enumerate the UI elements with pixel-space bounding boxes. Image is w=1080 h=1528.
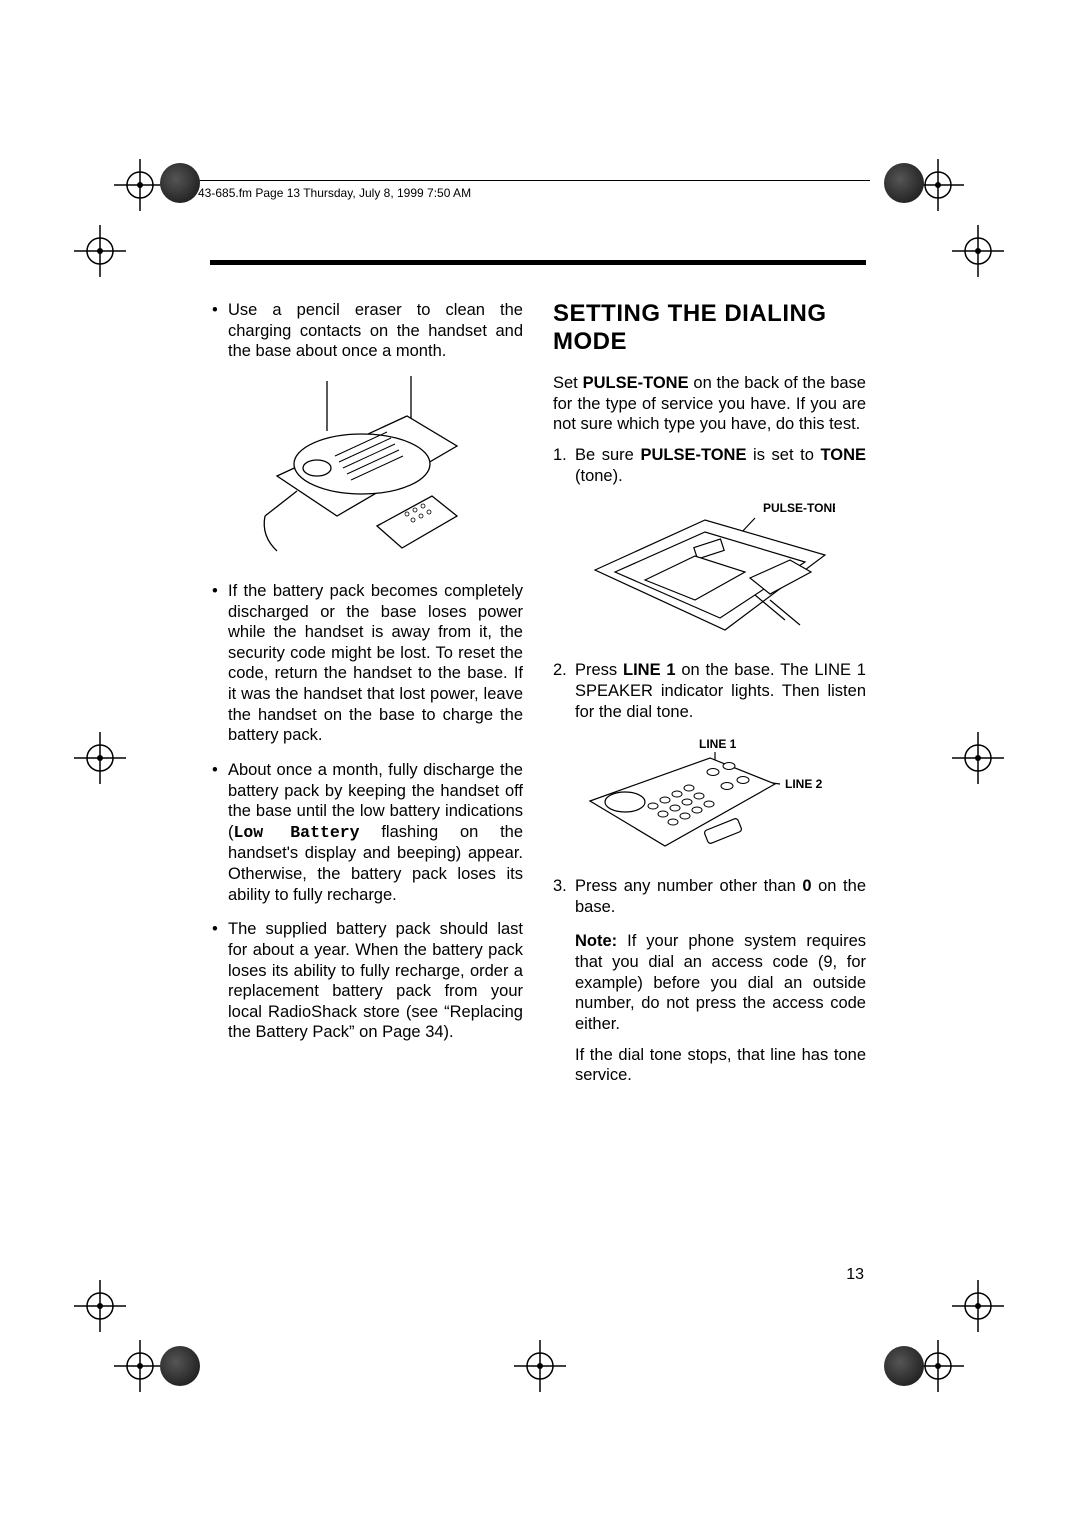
- crop-dot-icon: [160, 163, 200, 203]
- note-label: Note:: [575, 932, 617, 950]
- illustration-base-handset: [210, 376, 523, 561]
- text-run: Be sure: [575, 446, 640, 464]
- list-number: 1.: [553, 445, 567, 466]
- text-run: is set to: [746, 446, 820, 464]
- list-item: 2. Press LINE 1 on the base. The LINE 1 …: [575, 660, 866, 722]
- crop-dot-icon: [884, 1346, 924, 1386]
- body-columns: Use a pencil eraser to clean the chargin…: [210, 300, 866, 1096]
- list-item: Use a pencil eraser to clean the chargin…: [228, 300, 523, 362]
- section-heading: SETTING THE DIALING MODE: [553, 300, 866, 355]
- list-item: The supplied battery pack should last fo…: [228, 919, 523, 1043]
- text-run: (tone).: [575, 467, 623, 485]
- bold-text: PULSE-TONE: [640, 446, 746, 464]
- registration-mark-icon: [114, 1340, 166, 1392]
- registration-mark-icon: [74, 732, 126, 784]
- section-rule: [210, 260, 866, 265]
- bold-text: 0: [802, 877, 811, 895]
- illustration-line-buttons: LINE 1 LINE 2: [553, 736, 866, 856]
- text-run: Set: [553, 374, 583, 392]
- page-number: 13: [846, 1266, 864, 1284]
- crop-dot-icon: [884, 163, 924, 203]
- illustration-pulse-tone: PULSE-TONE: [553, 500, 866, 640]
- bold-text: TONE: [820, 446, 866, 464]
- registration-mark-icon: [114, 159, 166, 211]
- code-text: Low Battery: [234, 823, 360, 842]
- body-paragraph: If the dial tone stops, that line has to…: [553, 1045, 866, 1086]
- numbered-list: 3. Press any number other than 0 on the …: [553, 876, 866, 917]
- registration-mark-icon: [514, 1340, 566, 1392]
- list-item: About once a month, fully discharge the …: [228, 760, 523, 905]
- registration-mark-icon: [952, 732, 1004, 784]
- list-number: 3.: [553, 876, 567, 897]
- registration-mark-icon: [952, 1280, 1004, 1332]
- crop-dot-icon: [160, 1346, 200, 1386]
- bullet-list: If the battery pack becomes completely d…: [210, 581, 523, 1043]
- left-column: Use a pencil eraser to clean the chargin…: [210, 300, 523, 1096]
- label-pulse-tone: PULSE-TONE: [763, 501, 835, 515]
- numbered-list: 1. Be sure PULSE-TONE is set to TONE (to…: [553, 445, 866, 486]
- bullet-list: Use a pencil eraser to clean the chargin…: [210, 300, 523, 362]
- label-line2: LINE 2: [785, 777, 823, 791]
- registration-mark-icon: [74, 1280, 126, 1332]
- right-column: SETTING THE DIALING MODE Set PULSE-TONE …: [553, 300, 866, 1096]
- text-run: Press: [575, 661, 623, 679]
- bold-text: PULSE-TONE: [583, 374, 689, 392]
- header-rule: [190, 180, 870, 181]
- label-line1: LINE 1: [699, 737, 737, 751]
- running-head: 43-685.fm Page 13 Thursday, July 8, 1999…: [198, 186, 471, 200]
- numbered-list: 2. Press LINE 1 on the base. The LINE 1 …: [553, 660, 866, 722]
- intro-paragraph: Set PULSE-TONE on the back of the base f…: [553, 373, 866, 435]
- bold-text: LINE 1: [623, 661, 676, 679]
- registration-mark-icon: [952, 225, 1004, 277]
- list-number: 2.: [553, 660, 567, 681]
- note-paragraph: Note: If your phone system requires that…: [553, 931, 866, 1034]
- list-item: 1. Be sure PULSE-TONE is set to TONE (to…: [575, 445, 866, 486]
- list-item: If the battery pack becomes completely d…: [228, 581, 523, 746]
- text-run: Press any number other than: [575, 877, 802, 895]
- registration-mark-icon: [74, 225, 126, 277]
- text-run: If your phone system requires that you d…: [575, 932, 866, 1033]
- list-item: 3. Press any number other than 0 on the …: [575, 876, 866, 917]
